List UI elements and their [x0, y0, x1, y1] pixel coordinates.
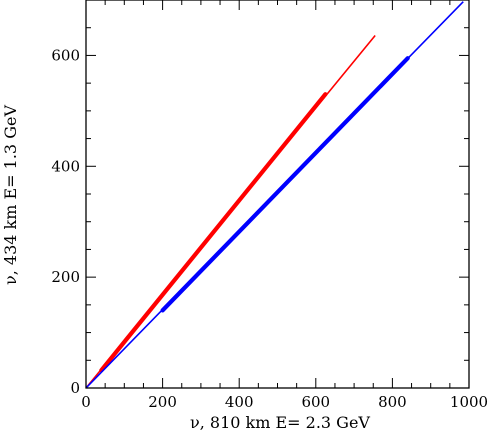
x-tick-label: 0	[81, 393, 91, 411]
x-tick-label: 1000	[450, 393, 488, 411]
y-tick-label: 400	[51, 157, 80, 175]
series-1-band	[99, 92, 328, 373]
ticks-layer: 0 200 400 600 800 1000 0 200 400 600	[51, 0, 488, 411]
series-2-band	[160, 56, 410, 313]
x-tick-label: 200	[148, 393, 177, 411]
x-axis-label: ν, 810 km E= 2.3 GeV	[190, 413, 370, 432]
y-tick-label: 0	[70, 379, 80, 397]
y-tick-label: 200	[51, 268, 80, 286]
x-tick-label: 400	[225, 393, 254, 411]
x-tick-label: 600	[301, 393, 330, 411]
y-axis-label: ν, 434 km E= 1.3 GeV	[1, 105, 20, 285]
x-tick-label: 800	[378, 393, 407, 411]
y-tick-label: 600	[51, 46, 80, 64]
series-layer	[85, 1, 464, 389]
